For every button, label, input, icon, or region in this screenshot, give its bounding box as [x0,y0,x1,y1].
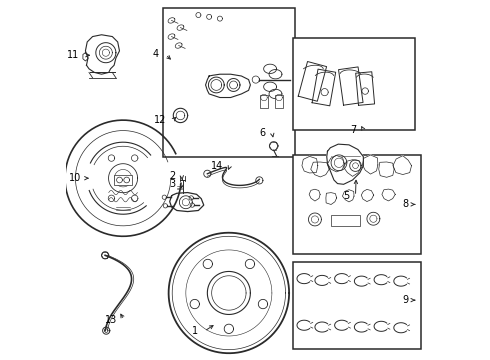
Text: 4: 4 [153,49,159,59]
Text: 13: 13 [105,315,118,325]
Polygon shape [312,69,336,106]
Polygon shape [326,193,337,204]
Bar [114,175,132,185]
Polygon shape [311,162,329,177]
Polygon shape [393,156,412,175]
Text: 2: 2 [169,171,175,181]
Polygon shape [339,67,363,105]
Bar [294,262,421,348]
Bar [331,215,360,226]
Polygon shape [356,72,374,105]
Polygon shape [382,189,395,201]
Bar [163,8,295,157]
Text: 7: 7 [351,125,357,135]
Polygon shape [361,189,374,202]
Polygon shape [205,74,250,98]
Polygon shape [379,162,394,177]
Polygon shape [302,156,318,173]
Bar [275,95,283,108]
Polygon shape [83,53,88,61]
Polygon shape [327,156,344,172]
Text: 10: 10 [69,173,81,183]
Text: 5: 5 [343,191,349,201]
Text: 12: 12 [154,116,166,126]
Text: 3: 3 [170,179,175,189]
Text: 6: 6 [260,129,266,138]
Polygon shape [309,189,320,201]
Text: 8: 8 [402,199,408,210]
Text: 11: 11 [67,50,79,60]
Text: 1: 1 [192,326,197,336]
Polygon shape [343,190,354,202]
Bar [260,95,268,108]
Bar [294,155,421,253]
Polygon shape [298,62,327,101]
Polygon shape [85,35,120,74]
Polygon shape [343,160,361,176]
Polygon shape [170,193,204,212]
Text: 14: 14 [211,161,223,171]
Text: 9: 9 [402,295,408,305]
Polygon shape [363,155,378,174]
Polygon shape [327,144,364,184]
Bar [294,39,416,130]
